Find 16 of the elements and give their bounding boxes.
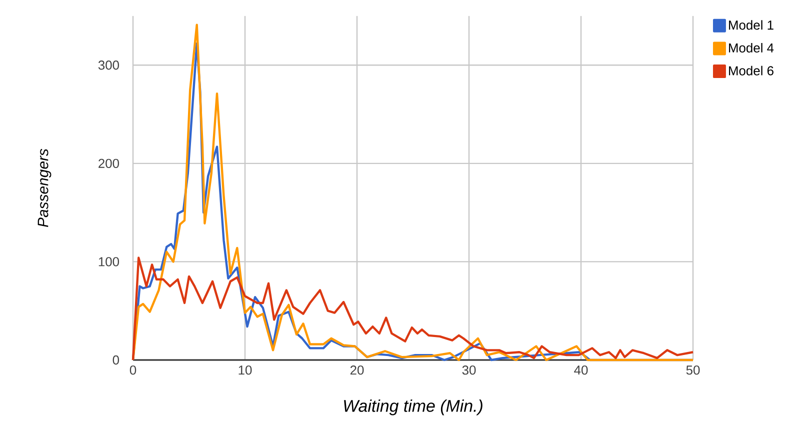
x-tick-label: 20	[350, 366, 364, 375]
x-axis-title: Waiting time (Min.)	[344, 399, 482, 416]
legend-label: Model 4	[729, 43, 774, 53]
legend-label: Model 6	[729, 66, 774, 76]
x-tick-label: 40	[574, 366, 588, 375]
x-tick-label: 10	[238, 366, 252, 375]
y-tick-label: 300	[98, 60, 120, 70]
x-tick-label: 0	[130, 366, 136, 375]
y-tick-label: 0	[112, 355, 120, 365]
x-tick-label: 30	[462, 366, 476, 375]
y-tick-label: 200	[98, 158, 120, 168]
y-tick-label: 100	[98, 257, 120, 266]
y-axis-title: Passengers	[38, 148, 52, 228]
line-series	[132, 256, 694, 362]
x-tick-label: 50	[686, 366, 700, 375]
legend-label: Model 1	[729, 20, 774, 30]
